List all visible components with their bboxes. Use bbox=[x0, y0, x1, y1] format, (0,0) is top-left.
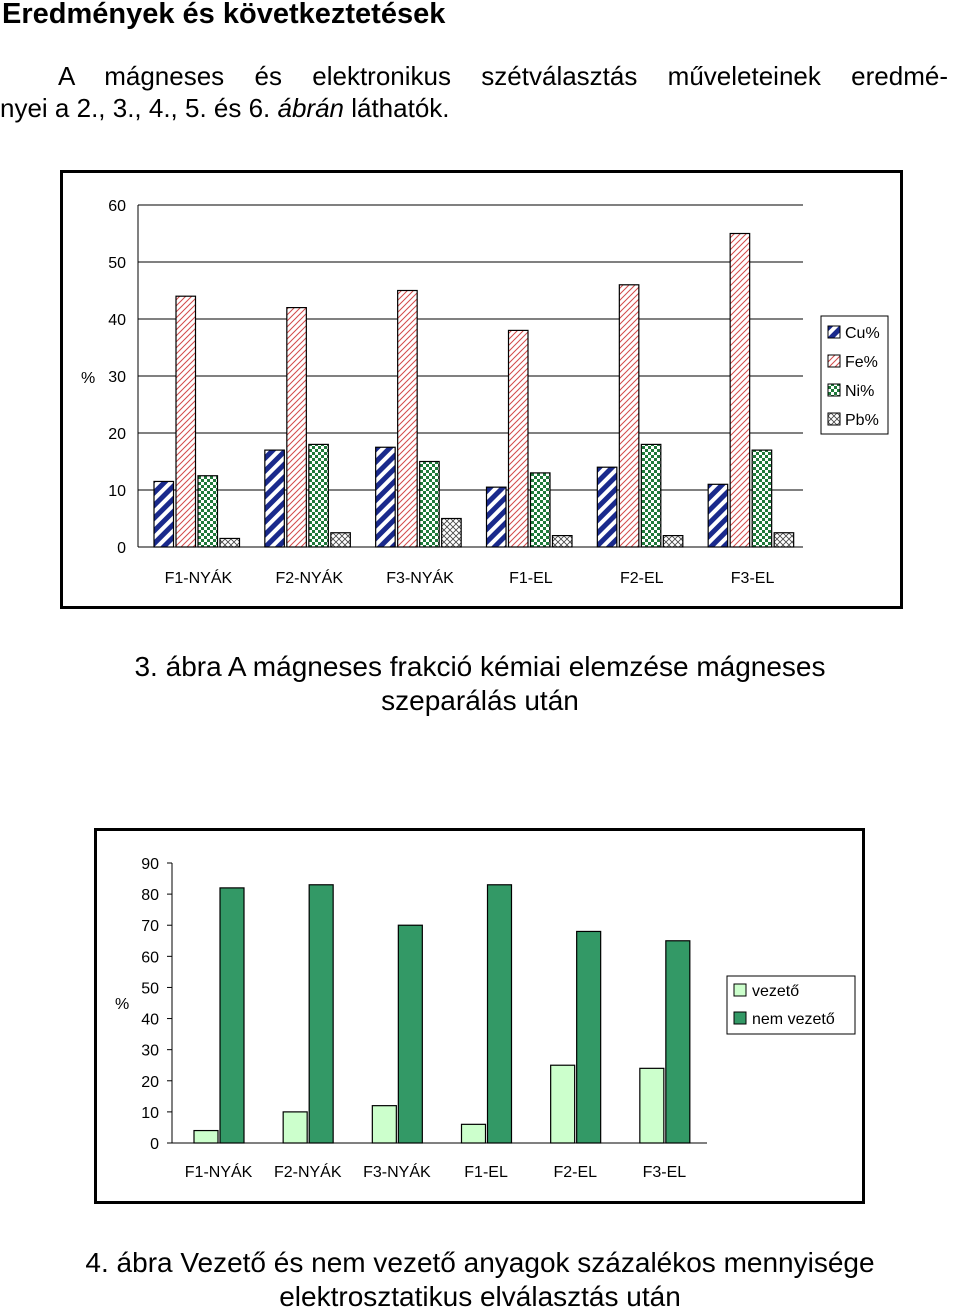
paragraph-line-1-text: A mágneses és elektronikus szétválasztás… bbox=[58, 61, 948, 91]
bar-fe bbox=[729, 232, 751, 548]
figure-3-caption-line-1: 3. ábra A mágneses frakció kémiai elemzé… bbox=[134, 651, 826, 682]
y-tick-label: 40 bbox=[108, 312, 126, 329]
section-heading: Eredmények és következtetések bbox=[2, 0, 446, 30]
bar-pb bbox=[219, 537, 241, 548]
bar-vezeto bbox=[639, 1067, 665, 1144]
bar-cu bbox=[485, 486, 507, 548]
bar-nem-vezeto bbox=[219, 887, 245, 1144]
y-tick-label: 50 bbox=[108, 255, 126, 272]
y-tick-label: 10 bbox=[141, 1105, 159, 1122]
intro-paragraph: A mágneses és elektronikus szétválasztás… bbox=[0, 60, 948, 124]
x-tick-label: F2-NYÁK bbox=[275, 568, 343, 587]
figure-4-caption-line-2: elektrosztatikus elválasztás után bbox=[279, 1281, 681, 1312]
x-tick-label: F1-NYÁK bbox=[185, 1162, 253, 1181]
bar-pb bbox=[330, 532, 351, 548]
y-tick-label: 30 bbox=[141, 1043, 159, 1060]
figure-4-chart-frame: 0 10 20 30 40 50 60 70 80 90% F1-NYÁK F2-NYÁK F3-NYÁ… bbox=[94, 828, 865, 1204]
legend-swatch bbox=[827, 383, 841, 397]
y-axis-label: % bbox=[81, 370, 95, 387]
legend-label: Ni% bbox=[845, 383, 874, 400]
legend-swatch bbox=[827, 354, 841, 368]
bar-ni bbox=[308, 443, 329, 548]
x-tick-label: F1-EL bbox=[464, 1164, 508, 1181]
y-tick-label: 50 bbox=[141, 980, 159, 997]
figure-4-caption-line-1: 4. ábra Vezető és nem vezető anyagok szá… bbox=[85, 1247, 875, 1278]
bar-fe bbox=[286, 307, 307, 548]
paragraph-line-2-end: láthatók. bbox=[344, 93, 450, 123]
y-tick-label: 60 bbox=[141, 949, 159, 966]
bar-cu bbox=[707, 483, 729, 548]
figure-3-caption: 3. ábra A mágneses frakció kémiai elemzé… bbox=[0, 650, 960, 718]
figure-3-chart: 0 10 20 30 40 50 60% F1-NYÁK F2-NYÁK F3-NYÁK F1-EL… bbox=[81, 198, 889, 587]
y-tick-label: 0 bbox=[150, 1136, 159, 1153]
x-tick-label: F1-NYÁK bbox=[165, 568, 233, 587]
paragraph-figure-ref: ábrán bbox=[277, 93, 345, 123]
figure-4-caption: 4. ábra Vezető és nem vezető anyagok szá… bbox=[0, 1246, 960, 1314]
x-tick-label: F1-EL bbox=[509, 570, 553, 587]
figure-4-chart: 0 10 20 30 40 50 60 70 80 90% F1-NYÁK F2-NYÁK F3-NYÁ… bbox=[115, 856, 856, 1181]
bar-ni bbox=[419, 460, 440, 548]
figure-3-chart-frame: 0 10 20 30 40 50 60% F1-NYÁK F2-NYÁK F3-NYÁK F1-EL… bbox=[60, 170, 903, 609]
bar-vezeto bbox=[282, 1111, 308, 1144]
y-tick-label: 0 bbox=[117, 540, 126, 557]
bar-nem-vezeto bbox=[308, 884, 334, 1144]
bar-pb bbox=[551, 535, 573, 548]
bar-fe bbox=[618, 284, 640, 548]
x-tick-label: F3-EL bbox=[643, 1164, 687, 1181]
x-tick-label: F2-EL bbox=[620, 570, 664, 587]
paragraph-line-1: A mágneses és elektronikus szétválasztás… bbox=[0, 60, 948, 92]
legend-box bbox=[726, 975, 856, 1035]
bar-vezeto bbox=[460, 1123, 487, 1144]
bar-ni bbox=[197, 475, 219, 548]
paragraph-line-2-start: nyei a 2., 3., 4., 5. és 6. bbox=[0, 93, 278, 123]
bar-cu bbox=[375, 446, 396, 548]
figure-3-caption-line-2: szeparálás után bbox=[381, 685, 579, 716]
legend-swatch bbox=[827, 325, 841, 339]
legend-label: Fe% bbox=[845, 354, 878, 371]
bar-cu bbox=[153, 480, 175, 548]
bar-pb bbox=[773, 532, 795, 548]
bar-nem-vezeto bbox=[576, 930, 602, 1144]
bar-fe bbox=[175, 295, 197, 548]
bar-fe bbox=[507, 329, 529, 548]
x-tick-label: F2-EL bbox=[553, 1164, 597, 1181]
x-tick-label: F3-EL bbox=[731, 570, 775, 587]
bar-ni bbox=[640, 443, 662, 548]
x-tick-label: F3-NYÁK bbox=[363, 1162, 431, 1181]
y-tick-label: 40 bbox=[141, 1012, 159, 1029]
y-tick-label: 20 bbox=[108, 426, 126, 443]
legend-label: Pb% bbox=[845, 412, 879, 429]
bar-cu bbox=[596, 466, 618, 548]
legend-swatch bbox=[733, 983, 747, 997]
bar-fe bbox=[397, 289, 418, 548]
bar-pb bbox=[441, 517, 462, 548]
bar-vezeto bbox=[550, 1064, 576, 1144]
legend-swatch bbox=[827, 412, 841, 426]
y-tick-label: 30 bbox=[108, 369, 126, 386]
y-tick-label: 20 bbox=[141, 1074, 159, 1091]
bar-vezeto bbox=[371, 1105, 397, 1144]
bar-nem-vezeto bbox=[486, 884, 513, 1144]
bar-ni bbox=[751, 449, 773, 548]
y-axis-label: % bbox=[115, 996, 129, 1013]
legend-swatch bbox=[733, 1011, 747, 1025]
y-tick-label: 70 bbox=[141, 918, 159, 935]
x-tick-label: F3-NYÁK bbox=[386, 568, 454, 587]
legend-label: vezető bbox=[752, 983, 799, 1000]
bar-ni bbox=[529, 472, 551, 548]
x-tick-label: F2-NYÁK bbox=[274, 1162, 342, 1181]
y-tick-label: 10 bbox=[108, 483, 126, 500]
legend-label: Cu% bbox=[845, 325, 880, 342]
bar-cu bbox=[264, 449, 285, 548]
bar-pb bbox=[662, 535, 684, 548]
y-tick-label: 60 bbox=[108, 198, 126, 215]
paragraph-line-2: nyei a 2., 3., 4., 5. és 6. ábrán láthat… bbox=[0, 92, 948, 124]
legend-label: nem vezető bbox=[752, 1011, 835, 1028]
y-tick-label: 90 bbox=[141, 856, 159, 873]
bar-nem-vezeto bbox=[665, 940, 691, 1144]
y-tick-label: 80 bbox=[141, 887, 159, 904]
bar-vezeto bbox=[193, 1129, 219, 1144]
bar-nem-vezeto bbox=[397, 924, 423, 1144]
